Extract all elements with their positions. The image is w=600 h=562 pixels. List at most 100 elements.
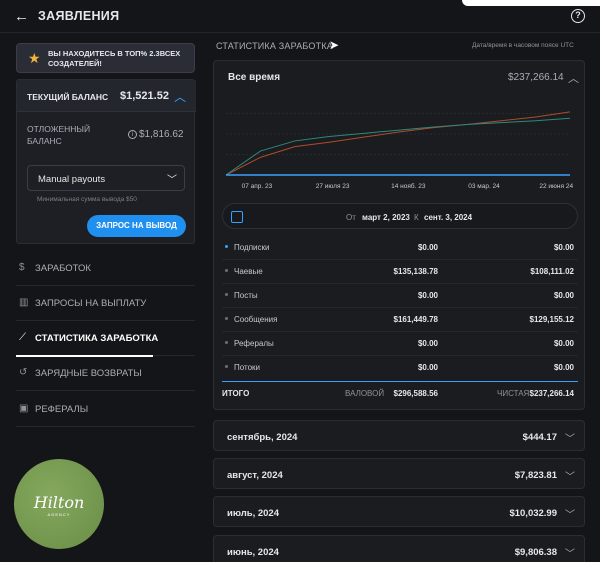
series-dot <box>225 245 228 248</box>
series-dot <box>225 293 228 296</box>
month-amount: $10,032.99 <box>509 508 557 519</box>
star-icon: ★ <box>28 50 41 66</box>
x-tick-label: 22 июня 24 <box>539 183 573 190</box>
total-row: ИТОГО ВАЛОВОЙ $296,588.56 ЧИСТАЯ $237,26… <box>222 381 578 405</box>
pending-value-text: $1,816.62 <box>139 129 184 140</box>
row-net: $108,111.02 <box>530 267 574 276</box>
sidebar-item-referrals[interactable]: ▣ РЕФЕРАЛЫ <box>16 393 195 427</box>
month-label: август, 2024 <box>227 470 283 481</box>
refund-icon: ↺ <box>19 367 28 378</box>
banner-text-line2: СОЗДАТЕЛЕЙ! <box>48 59 102 68</box>
chevron-down-icon: ﹀ <box>167 175 177 186</box>
earnings-stats-panel: Все время $237,266.14 ︿ 07 апр. 23 27 июл… <box>213 60 585 410</box>
chevron-down-icon[interactable]: ﹀ <box>565 472 575 483</box>
sidebar-item-label: ЗАРЯДНЫЕ ВОЗВРАТЫ <box>35 368 142 379</box>
user-card-icon: ▣ <box>19 403 29 414</box>
row-label: Сообщения <box>234 315 278 324</box>
month-label: июнь, 2024 <box>227 547 279 558</box>
sidebar-item-earnings-stats[interactable]: ⟋ СТАТИСТИКА ЗАРАБОТКА <box>16 322 195 356</box>
arrow-left-icon[interactable]: ← <box>14 8 29 25</box>
earnings-row: Потоки $0.00 $0.00 <box>222 356 578 380</box>
month-row[interactable]: июль, 2024 $10,032.99 ﹀ <box>213 496 585 527</box>
banner-text-line1: ВЫ НАХОДИТЕСЬ В ТОП% 2.3ВСЕХ <box>48 49 181 58</box>
calendar-icon[interactable] <box>231 211 243 223</box>
sidebar-item-chargebacks[interactable]: ↺ ЗАРЯДНЫЕ ВОЗВРАТЫ <box>16 357 195 391</box>
earnings-row: Рефералы $0.00 $0.00 <box>222 332 578 356</box>
logo-text: Hilton <box>33 493 85 512</box>
balance-panel: ТЕКУЩИЙ БАЛАНС $1,521.52 ︿ ОТЛОЖЕННЫЙ БА… <box>16 79 196 244</box>
date-range-picker[interactable]: От март 2, 2023 К сент. 3, 2024 <box>222 203 578 229</box>
withdraw-request-button[interactable]: ЗАПРОС НА ВЫВОД <box>87 215 186 237</box>
gross-total: $296,588.56 <box>393 389 439 398</box>
period-label: Все время <box>228 72 281 83</box>
current-balance-value: $1,521.52 <box>120 90 169 102</box>
min-withdraw-note: Минимальная сумма вывода $50 <box>37 196 137 203</box>
row-label: Потоки <box>234 363 261 372</box>
series-line-1 <box>225 117 571 176</box>
series-dot <box>225 365 228 368</box>
dollar-circle-icon: $ <box>19 262 25 273</box>
series-dot <box>225 341 228 344</box>
month-row[interactable]: август, 2024 $7,823.81 ﹀ <box>213 458 585 489</box>
month-amount: $444.17 <box>522 432 557 443</box>
overlay-strip <box>462 0 600 6</box>
month-row[interactable]: сентябрь, 2024 $444.17 ﹀ <box>213 420 585 451</box>
earnings-row: Сообщения $161,449.78 $129,155.12 <box>222 308 578 332</box>
row-net: $0.00 <box>553 291 574 300</box>
x-tick-label: 07 апр. 23 <box>242 183 273 190</box>
month-amount: $9,806.38 <box>514 547 557 558</box>
row-label: Чаевые <box>234 267 263 276</box>
date-to-prefix: К <box>414 213 419 222</box>
top-creators-banner: ★ ВЫ НАХОДИТЕСЬ В ТОП% 2.3ВСЕХ СОЗДАТЕЛЕ… <box>16 43 195 73</box>
payout-method-select[interactable]: Manual payouts ﹀ <box>27 165 185 191</box>
pending-label-line2: БАЛАНС <box>27 136 62 146</box>
earnings-row: Посты $0.00 $0.00 <box>222 284 578 308</box>
earnings-line-chart: 07 апр. 23 27 июля 23 14 нояб. 23 03 мар. 2… <box>225 111 574 190</box>
date-to-value[interactable]: сент. 3, 2024 <box>424 213 473 222</box>
row-net: $0.00 <box>553 339 574 348</box>
info-icon[interactable]: i <box>128 130 137 139</box>
period-total: $237,266.14 <box>508 72 564 83</box>
mouse-cursor-icon: ➤ <box>329 38 340 52</box>
series-dot <box>225 317 228 320</box>
row-label: Подписки <box>234 243 270 252</box>
sidebar-item-label: ЗАРАБОТОК <box>35 263 91 274</box>
page-title: ЗАЯВЛЕНИЯ <box>38 9 120 23</box>
month-label: сентябрь, 2024 <box>227 432 298 443</box>
pending-balance-value: i $1,816.62 <box>128 129 184 140</box>
current-balance-header[interactable]: ТЕКУЩИЙ БАЛАНС $1,521.52 ︿ <box>17 80 196 112</box>
total-label: ИТОГО <box>222 389 250 398</box>
month-amount: $7,823.81 <box>514 470 557 481</box>
logo-subtext: AGENCY <box>47 512 71 517</box>
row-gross: $135,138.78 <box>393 267 439 276</box>
pending-balance-label: ОТЛОЖЕННЫЙ БАЛАНС <box>27 123 90 147</box>
x-tick-label: 14 нояб. 23 <box>391 182 426 190</box>
row-net: $129,155.12 <box>529 315 575 324</box>
sidebar-item-payout-requests[interactable]: ▥ ЗАПРОСЫ НА ВЫПЛАТУ <box>16 287 195 321</box>
timezone-note: Дата/время в часовом поясе UTC <box>472 42 574 49</box>
chart-line-icon: ⟋ <box>19 332 26 343</box>
chevron-up-icon[interactable]: ︿ <box>174 90 187 104</box>
row-gross: $0.00 <box>417 243 438 252</box>
chevron-down-icon[interactable]: ﹀ <box>565 549 575 560</box>
sidebar-item-label: СТАТИСТИКА ЗАРАБОТКА <box>35 333 159 344</box>
question-circle-icon[interactable]: ? <box>571 9 585 23</box>
sidebar-item-earnings[interactable]: $ ЗАРАБОТОК <box>16 252 195 286</box>
month-row[interactable]: июнь, 2024 $9,806.38 ﹀ <box>213 535 585 562</box>
current-balance-label: ТЕКУЩИЙ БАЛАНС <box>27 92 109 102</box>
top-bar: ← ЗАЯВЛЕНИЯ ? <box>0 0 600 33</box>
row-gross: $0.00 <box>417 339 438 348</box>
date-from-value[interactable]: март 2, 2023 <box>362 213 410 222</box>
active-nav-underline <box>16 355 153 357</box>
earnings-row: Подписки $0.00 $0.00 <box>222 236 578 260</box>
row-gross: $0.00 <box>417 291 438 300</box>
pending-label-line1: ОТЛОЖЕННЫЙ <box>27 124 91 134</box>
chevron-down-icon[interactable]: ﹀ <box>565 510 575 521</box>
chevron-down-icon[interactable]: ﹀ <box>565 434 575 445</box>
series-dot <box>225 269 228 272</box>
chart-grid <box>226 113 570 155</box>
chart-x-ticks: 07 апр. 23 27 июля 23 14 нояб. 23 03 мар. 2… <box>242 182 574 190</box>
chevron-up-icon[interactable]: ︿ <box>568 73 579 85</box>
agency-logo: Hilton AGENCY <box>14 459 104 549</box>
